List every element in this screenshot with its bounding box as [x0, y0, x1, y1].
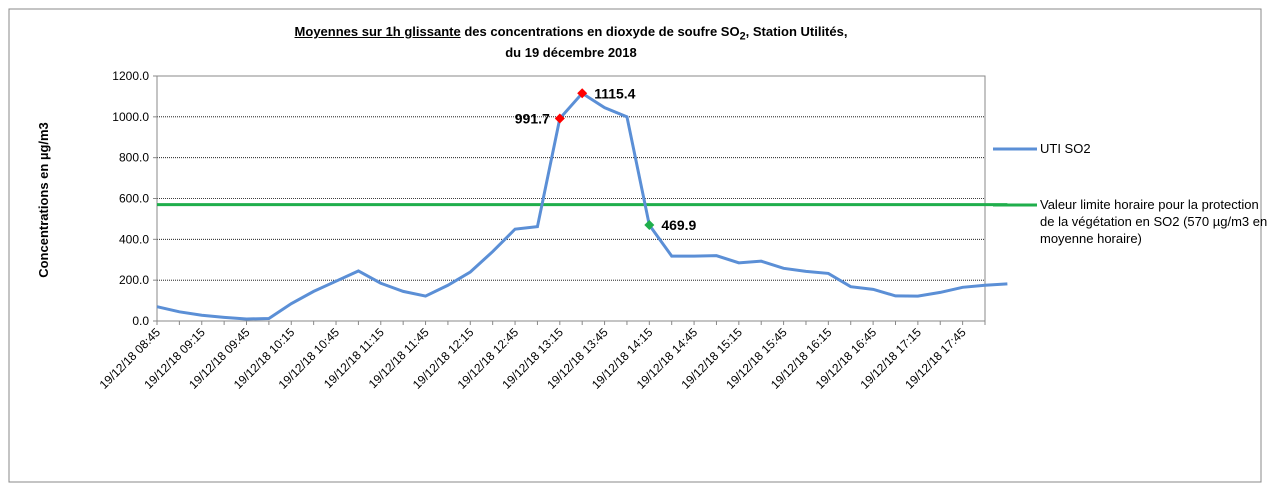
y-tick-label: 200.0 [119, 273, 149, 287]
data-label: 469.9 [661, 217, 696, 233]
y-axis-label: Concentrations en µg/m3 [36, 122, 51, 278]
y-tick-label: 1200.0 [112, 69, 149, 83]
title-part: des concentrations en dioxyde de soufre … [460, 24, 740, 39]
y-tick-label: 600.0 [119, 192, 149, 206]
legend-label: UTI SO2 [1040, 141, 1091, 156]
y-tick-label: 800.0 [119, 151, 149, 165]
data-label: 1115.4 [594, 85, 635, 101]
title-part: du 19 décembre 2018 [505, 44, 637, 60]
data-label: 991.7 [515, 111, 550, 127]
y-tick-label: 400.0 [119, 232, 149, 246]
chart-title: Moyennes sur 1h glissante des concentrat… [157, 24, 985, 60]
title-part: Moyennes sur 1h glissante [294, 24, 461, 39]
title-part: 2 [739, 30, 746, 43]
y-tick-label: 0.0 [132, 314, 149, 328]
title-part: , Station Utilités, [745, 24, 848, 39]
point-marker [577, 88, 588, 99]
point-marker [554, 113, 565, 124]
point-marker [644, 220, 655, 231]
legend-label: Valeur limite horaire pour la protection… [1040, 197, 1268, 246]
y-tick-label: 1000.0 [112, 110, 149, 124]
chart-frame [8, 8, 1262, 483]
plot-border [156, 75, 986, 322]
